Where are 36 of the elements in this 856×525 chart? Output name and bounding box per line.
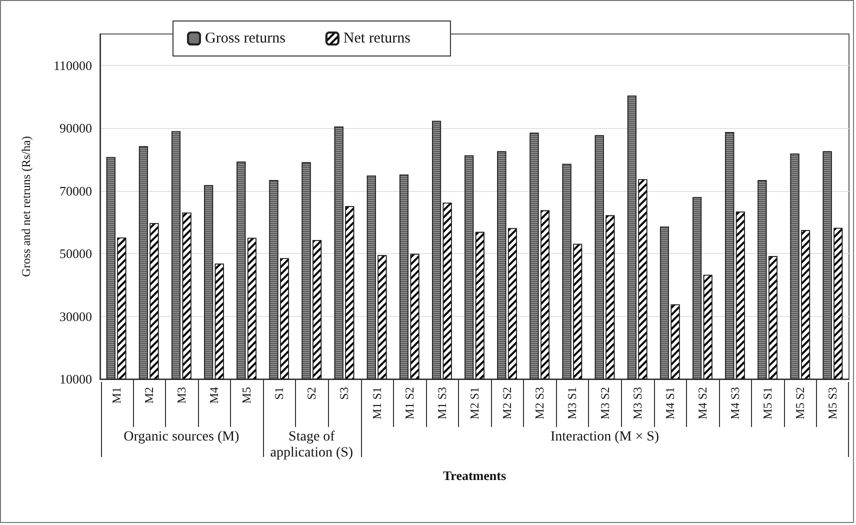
x-tick-label: M1 S1	[370, 387, 384, 420]
x-axis-title: Treatments	[442, 468, 506, 483]
x-tick-label: M3	[174, 387, 188, 404]
legend-label: Gross returns	[205, 30, 286, 46]
x-tick-label: S3	[337, 387, 352, 400]
y-tick-label: 30000	[60, 308, 92, 324]
x-tick-label: M5	[240, 387, 254, 404]
x-tick-label: M4	[206, 387, 221, 404]
x-tick-label: M1	[109, 387, 124, 404]
x-tick-label: M1 S3	[434, 387, 449, 420]
y-tick-label: 90000	[60, 120, 92, 136]
x-tick-label: M2	[142, 387, 156, 404]
text: Organic sources (M)	[124, 430, 240, 444]
y-tick-label: 50000	[60, 246, 92, 262]
x-tick-label: M2 S2	[500, 387, 514, 420]
x-tick-label: M4 S1	[662, 387, 677, 420]
x-tick-label: M2 S3	[532, 387, 547, 420]
x-tick-label: M4 S3	[728, 387, 742, 420]
x-tick-label: M5 S2	[793, 387, 808, 420]
x-tick-label: S2	[304, 387, 319, 400]
x-tick-label: M2 S1	[468, 387, 482, 420]
y-axis-title: Gross and net retruns (Rs/ha)	[19, 136, 33, 277]
legend-label: Net returns	[343, 30, 411, 46]
text: Interaction (M × S)	[550, 430, 660, 444]
x-tick-label: M5 S1	[760, 387, 775, 420]
x-tick-label: M5 S3	[826, 387, 840, 420]
y-tick-label: 10000	[60, 372, 92, 386]
x-tick-label: S1	[272, 387, 286, 400]
x-tick-label: M4 S2	[695, 387, 710, 420]
y-tick-label: 110000	[53, 58, 92, 73]
text: Stage of application (S)	[270, 430, 354, 460]
x-tick-label: M3 S3	[630, 387, 644, 420]
x-tick-label: M3 S1	[565, 387, 580, 420]
x-tick-label: M1 S2	[402, 387, 416, 420]
y-tick-label: 70000	[60, 183, 92, 198]
x-tick-label: M3 S2	[598, 387, 612, 420]
